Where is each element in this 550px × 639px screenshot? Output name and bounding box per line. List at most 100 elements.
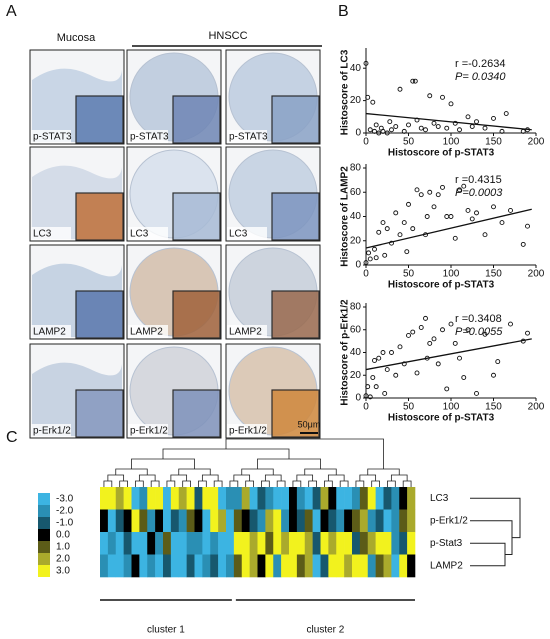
point <box>423 315 428 321</box>
point <box>373 122 379 128</box>
heat-cell <box>100 532 109 555</box>
colorbar-label: 0.0 <box>56 530 70 541</box>
point <box>393 210 399 216</box>
heat-cell <box>170 554 180 578</box>
heat-cell <box>100 554 109 578</box>
heat-cell <box>304 554 313 578</box>
point <box>393 124 399 129</box>
colorbar-swatch <box>38 565 50 577</box>
heat-cell <box>312 532 321 555</box>
point <box>397 86 403 92</box>
point <box>404 249 410 255</box>
point <box>406 332 411 338</box>
colorbar-swatch <box>38 493 50 505</box>
y-axis-label: Histoscore of LC3 <box>340 49 351 135</box>
y-tick-label: 80 <box>350 163 362 174</box>
heat-cell <box>163 487 172 510</box>
heat-cell <box>328 554 337 578</box>
heat-cell <box>375 554 384 578</box>
heat-cell <box>186 487 195 510</box>
dendrogram <box>182 480 191 487</box>
x-tick-label: 200 <box>528 137 545 148</box>
point <box>482 232 488 238</box>
heat-cell <box>139 532 148 555</box>
y-tick-label: 40 <box>350 347 362 358</box>
heat-cell <box>375 509 384 533</box>
point <box>373 384 379 390</box>
heat-cell <box>107 554 117 578</box>
point <box>499 128 505 134</box>
heat-cell <box>155 554 164 578</box>
heat-cell <box>375 532 384 555</box>
heat-cell <box>296 509 306 533</box>
point <box>499 220 505 226</box>
point <box>418 325 424 330</box>
point <box>363 260 369 266</box>
image-label: p-STAT3 <box>229 132 268 143</box>
dendrogram <box>107 474 125 481</box>
point <box>397 344 403 350</box>
x-tick-label: 100 <box>443 137 460 148</box>
colorbar-label: 1.0 <box>56 542 70 553</box>
heat-cell <box>312 487 321 510</box>
point <box>363 60 369 66</box>
heat-cell <box>107 509 117 533</box>
x-tick-label: 0 <box>363 137 369 148</box>
point <box>380 350 386 355</box>
label-bg <box>128 130 168 143</box>
point <box>482 331 488 337</box>
dendrogram <box>470 520 513 555</box>
point <box>423 127 428 133</box>
image-label: p-Erk1/2 <box>130 426 168 437</box>
heat-cell <box>123 532 132 555</box>
heat-cell <box>139 487 148 510</box>
heat-cell <box>115 509 124 533</box>
heat-cell <box>194 487 203 510</box>
heat-cell <box>281 509 290 533</box>
heat-cell <box>367 532 376 555</box>
heat-cell <box>226 487 235 510</box>
heat-cell <box>328 487 337 510</box>
heat-cell <box>273 532 282 555</box>
heat-cell <box>202 509 211 533</box>
inset <box>172 389 221 438</box>
heat-cell <box>218 554 227 578</box>
heat-cell <box>399 532 408 555</box>
heat-cell <box>257 554 266 578</box>
panel-letter: B <box>338 3 349 20</box>
heat-cell <box>257 487 266 510</box>
x-tick-label: 0 <box>363 269 369 280</box>
dendrogram <box>292 480 302 487</box>
point <box>465 114 471 120</box>
heat-cell <box>367 554 376 578</box>
colorbar-label: 3.0 <box>56 566 70 577</box>
heat-cell <box>210 532 219 555</box>
heat-cell <box>249 487 258 510</box>
x-tick-label: 0 <box>363 402 369 413</box>
heat-cell <box>139 554 148 578</box>
label-bg <box>227 424 267 437</box>
heat-cell <box>304 532 313 555</box>
panel-letter: A <box>6 3 17 20</box>
heat-cell <box>163 554 172 578</box>
heat-cell <box>344 554 353 578</box>
heat-cell <box>320 554 329 578</box>
heat-cell <box>155 532 164 555</box>
point <box>444 386 450 392</box>
image-label: LC3 <box>130 229 149 240</box>
heat-cell <box>147 487 156 510</box>
point <box>414 187 420 193</box>
x-axis-label: Histoscore of p-STAT3 <box>388 148 495 159</box>
point <box>495 359 501 365</box>
point <box>384 130 390 136</box>
heat-cell <box>107 532 117 555</box>
heat-cell <box>233 554 243 578</box>
annotation: P= 0.0340 <box>455 71 506 83</box>
point <box>448 214 454 219</box>
heat-cell <box>202 487 211 510</box>
heat-cell <box>233 509 243 533</box>
point <box>508 207 513 213</box>
heat-cell <box>328 509 337 533</box>
point <box>427 93 433 99</box>
point <box>474 391 479 396</box>
